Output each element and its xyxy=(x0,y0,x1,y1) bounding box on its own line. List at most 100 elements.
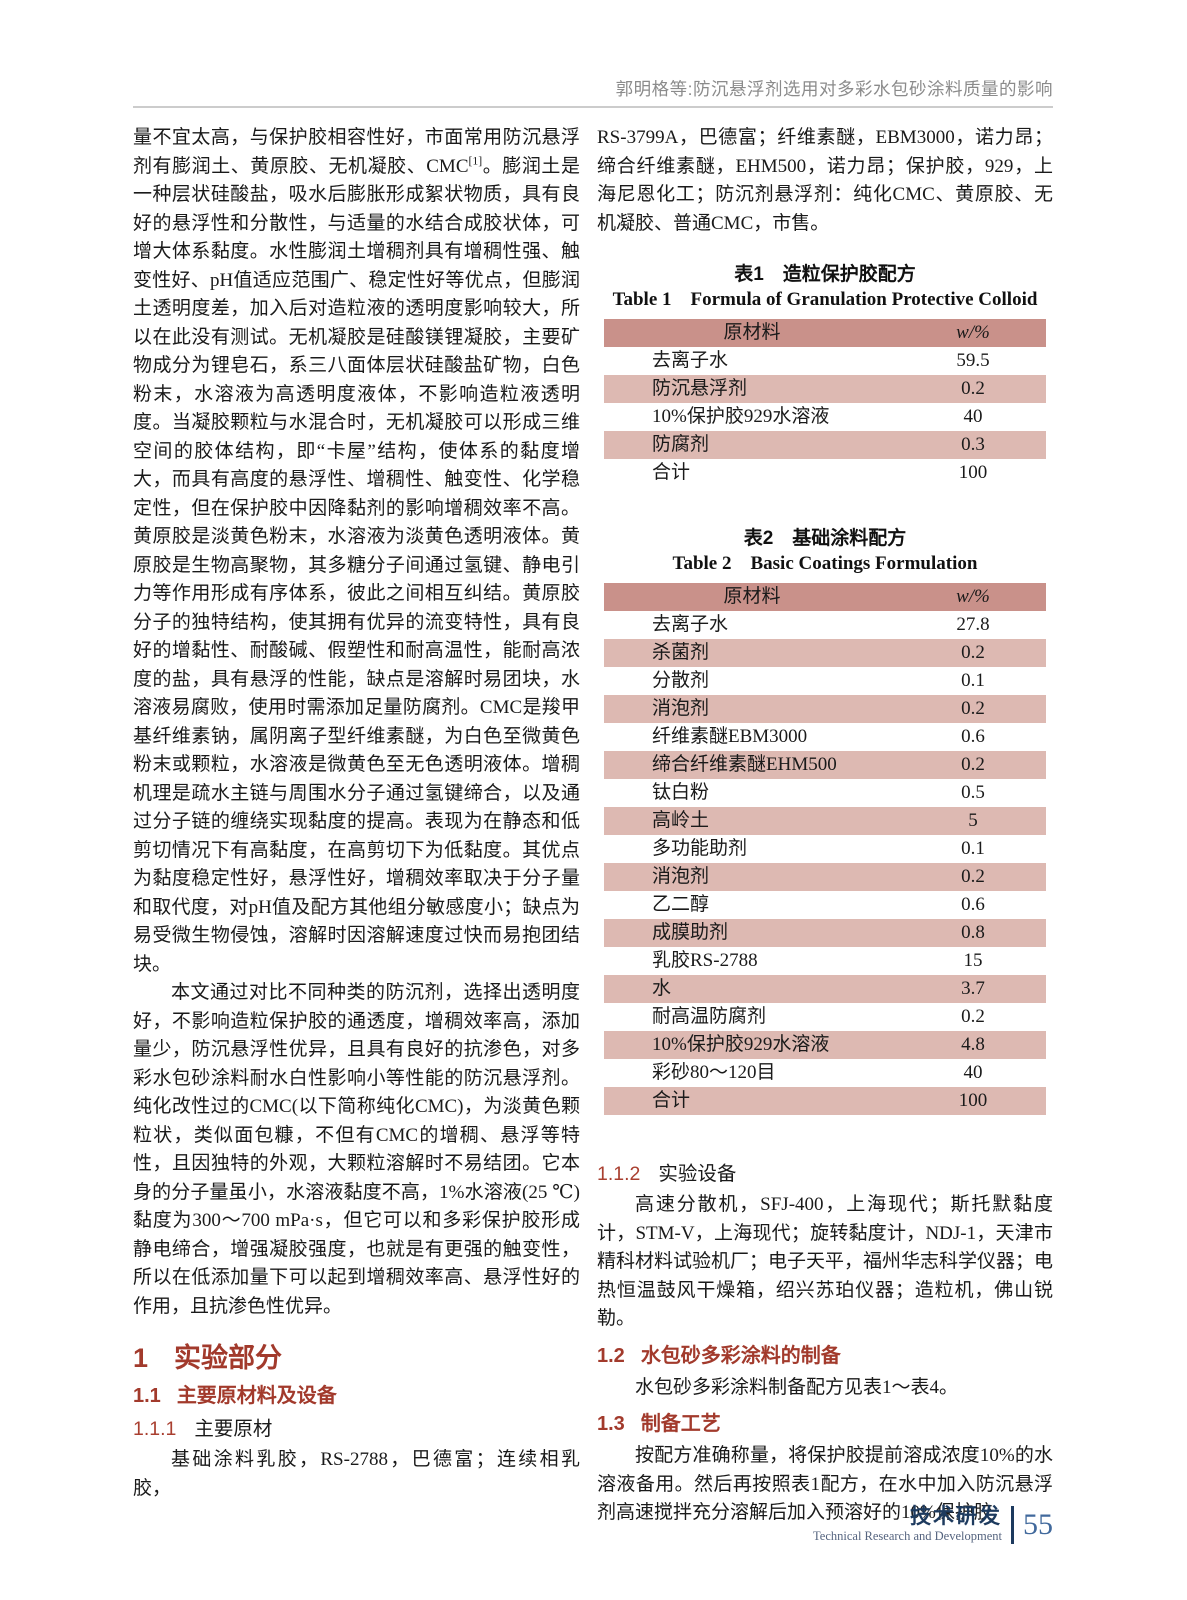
table-row: 去离子水 27.8 xyxy=(604,611,1046,639)
table-row: 成膜助剂 0.8 xyxy=(604,919,1046,947)
cell-value: 0.8 xyxy=(900,919,1046,947)
section-title: 制备工艺 xyxy=(640,1413,721,1435)
cell-material: 防沉悬浮剂 xyxy=(604,375,900,403)
section-heading-1-2: 1.2 水包砂多彩涂料的制备 xyxy=(597,1343,1053,1369)
cell-value: 0.1 xyxy=(961,838,985,859)
body-paragraph: 量不宜太高，与保护胶相容性好，市面常用防沉悬浮剂有膨润土、黄原胶、无机凝胶、CM… xyxy=(133,127,580,975)
cell-value: 0.3 xyxy=(900,431,1046,459)
cell-material: 合计 xyxy=(604,1087,900,1115)
table-row: 去离子水 59.5 xyxy=(604,347,1046,375)
table-row: 纤维素醚EBM3000 0.6 xyxy=(604,723,1046,751)
section-title: 实验部分 xyxy=(174,1343,283,1373)
cell-material: 耐高温防腐剂 xyxy=(652,1006,767,1027)
table1-formula-granulation: 原材料 w/% 去离子水 59.5 防沉悬浮剂 0.2 10%保护胶929水溶液 40… xyxy=(604,319,1046,487)
section-number: 1.1.1 xyxy=(133,1418,177,1440)
section-heading-1-1-1: 1.1.1 主要原材 xyxy=(133,1416,580,1442)
table-row: 分散剂 0.1 xyxy=(604,667,1046,695)
cell-material: 彩砂80～120目 xyxy=(652,1062,776,1083)
right-column: RS-3799A，巴德富；纤维素醚，EBM3000，诺力昂；缔合纤维素醚，EHM… xyxy=(597,124,1053,1528)
left-column: 量不宜太高，与保护胶相容性好，市面常用防沉悬浮剂有膨润土、黄原胶、无机凝胶、CM… xyxy=(133,124,580,1503)
cell-material: 合计 xyxy=(652,462,691,483)
body-paragraph: 按配方准确称量，将保护胶提前溶成浓度10%的水溶液备用。然后再按照表1配方，在水… xyxy=(597,1445,1053,1523)
cell-material: 成膜助剂 xyxy=(604,919,900,947)
cell-material: 钛白粉 xyxy=(652,782,710,803)
cell-value: 0.2 xyxy=(961,1006,985,1027)
cell-material: 10%保护胶929水溶液 xyxy=(652,406,830,427)
cell-material: 乳胶RS-2788 xyxy=(652,950,758,971)
cell-material: 去离子水 xyxy=(652,614,729,635)
footer-section-zh: 技术研发 xyxy=(910,1505,1002,1528)
section-number: 1.2 xyxy=(597,1344,625,1367)
cell-value: 15 xyxy=(963,950,983,971)
cell-value: 0.6 xyxy=(961,726,985,747)
cell-material: 分散剂 xyxy=(652,670,710,691)
table-row: 10%保护胶929水溶液 4.8 xyxy=(604,1031,1046,1059)
table-row: 10%保护胶929水溶液 40 xyxy=(604,403,1046,431)
column-header-weight-percent: w/% xyxy=(900,319,1046,347)
cell-material: 多功能助剂 xyxy=(652,838,748,859)
table-row: 消泡剂 0.2 xyxy=(604,695,1046,723)
section-heading-1-3: 1.3 制备工艺 xyxy=(597,1411,1053,1437)
cell-value: 5 xyxy=(900,807,1046,835)
section-title: 水包砂多彩涂料的制备 xyxy=(640,1344,841,1367)
table-row: 防沉悬浮剂 0.2 xyxy=(604,375,1046,403)
table-row: 合计 100 xyxy=(604,1087,1046,1115)
cell-value: 0.1 xyxy=(961,670,985,691)
section-number: 1 xyxy=(133,1343,149,1373)
table-row: 高岭土 5 xyxy=(604,807,1046,835)
header-rule xyxy=(133,106,1053,108)
cell-material: 去离子水 xyxy=(652,350,729,371)
cell-value: 4.8 xyxy=(900,1031,1046,1059)
table-row: 耐高温防腐剂 0.2 xyxy=(604,1003,1046,1031)
column-header-material: 原材料 xyxy=(604,319,900,347)
body-paragraph: 本文通过对比不同种类的防沉剂，选择出透明度好，不影响造粒保护胶的通透度，增稠效率… xyxy=(133,982,580,1317)
table-row: 消泡剂 0.2 xyxy=(604,863,1046,891)
cell-value: 59.5 xyxy=(956,350,990,371)
cell-value: 0.6 xyxy=(961,894,985,915)
section-number: 1.3 xyxy=(597,1413,625,1435)
body-paragraph: 水包砂多彩涂料制备配方见表1～表4。 xyxy=(635,1376,959,1398)
cell-material: 纤维素醚EBM3000 xyxy=(652,726,808,747)
page-number: 55 xyxy=(1023,1507,1053,1541)
column-header-weight-percent: w/% xyxy=(900,583,1046,611)
cell-value: 0.2 xyxy=(900,863,1046,891)
cell-value: 40 xyxy=(963,1062,983,1083)
cell-value: 27.8 xyxy=(956,614,990,635)
running-head: 郭明格等:防沉悬浮剂选用对多彩水包砂涂料质量的影响 xyxy=(615,79,1053,99)
table-row: 彩砂80～120目 40 xyxy=(604,1059,1046,1087)
cell-material: 杀菌剂 xyxy=(604,639,900,667)
table1-caption-en: Table 1 Formula of Granulation Protectiv… xyxy=(612,289,1038,310)
cell-value: 100 xyxy=(958,462,988,483)
section-heading-1: 1 实验部分 xyxy=(133,1343,580,1373)
section-title: 主要原材料及设备 xyxy=(176,1385,337,1407)
section-title: 主要原材 xyxy=(194,1418,273,1440)
page-footer: 技术研发 Technical Research and Development … xyxy=(813,1505,1053,1544)
footer-divider-bar xyxy=(1011,1505,1014,1544)
section-title: 实验设备 xyxy=(658,1163,737,1185)
section-number: 1.1.2 xyxy=(597,1163,641,1185)
cell-value: 0.2 xyxy=(900,375,1046,403)
cell-value: 0.2 xyxy=(900,751,1046,779)
cell-value: 0.2 xyxy=(900,695,1046,723)
table-header-row: 原材料 w/% xyxy=(604,583,1046,611)
table-row: 乳胶RS-2788 15 xyxy=(604,947,1046,975)
cell-material: 缔合纤维素醚EHM500 xyxy=(604,751,900,779)
table2-caption-zh: 表2 基础涂料配方 xyxy=(743,528,907,549)
column-header-material: 原材料 xyxy=(604,583,900,611)
cell-material: 高岭土 xyxy=(604,807,900,835)
cell-material: 防腐剂 xyxy=(604,431,900,459)
cell-value: 0.2 xyxy=(900,639,1046,667)
table-row: 缔合纤维素醚EHM500 0.2 xyxy=(604,751,1046,779)
table-header-row: 原材料 w/% xyxy=(604,319,1046,347)
table-row: 防腐剂 0.3 xyxy=(604,431,1046,459)
table-row: 钛白粉 0.5 xyxy=(604,779,1046,807)
table-row: 水 3.7 xyxy=(604,975,1046,1003)
cell-material: 10%保护胶929水溶液 xyxy=(604,1031,900,1059)
section-heading-1-1-2: 1.1.2 实验设备 xyxy=(597,1161,1053,1187)
table-row: 杀菌剂 0.2 xyxy=(604,639,1046,667)
table1-caption-zh: 表1 造粒保护胶配方 xyxy=(734,264,916,285)
body-paragraph: RS-3799A，巴德富；纤维素醚，EBM3000，诺力昂；缔合纤维素醚，EHM… xyxy=(597,127,1053,234)
cell-value: 100 xyxy=(900,1087,1046,1115)
cell-material: 消泡剂 xyxy=(604,695,900,723)
